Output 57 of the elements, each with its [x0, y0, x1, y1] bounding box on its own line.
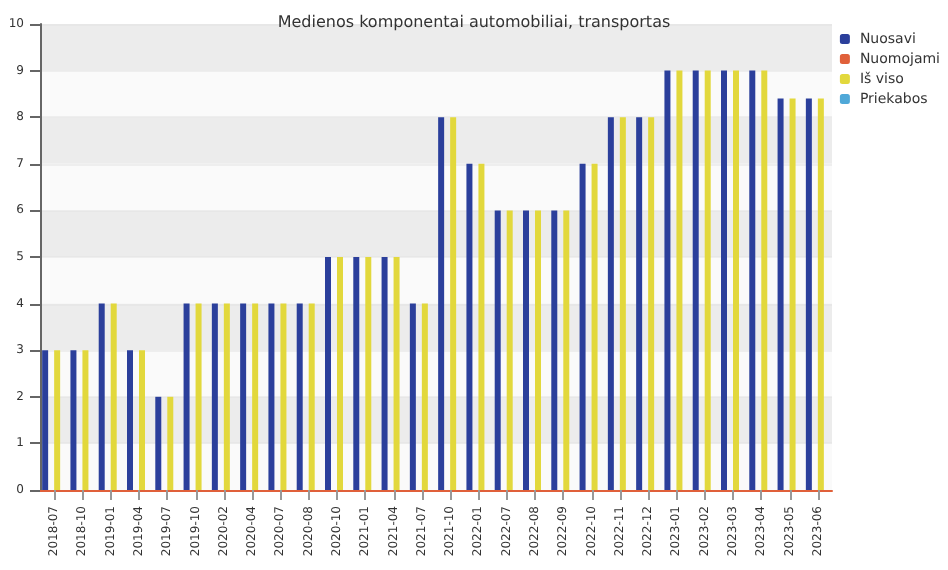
bar: [535, 210, 541, 490]
bar: [664, 70, 671, 490]
bar: [761, 70, 768, 490]
bar: [211, 303, 218, 490]
bar: [777, 98, 784, 490]
bar: [721, 70, 727, 490]
bar: [563, 210, 570, 490]
bar: [42, 350, 49, 490]
bar: [438, 117, 445, 490]
bar: [252, 303, 259, 490]
bar: [450, 117, 457, 490]
bar: [139, 350, 145, 490]
bar: [240, 303, 247, 490]
bar: [805, 98, 812, 490]
bar: [365, 257, 372, 490]
bar: [409, 303, 416, 490]
bar: [393, 257, 400, 490]
bar: [325, 257, 331, 490]
bar: [607, 117, 614, 490]
bar: [223, 303, 230, 490]
bar: [353, 257, 360, 490]
bar: [506, 210, 513, 490]
bar: [817, 98, 824, 490]
bar: [421, 303, 428, 490]
bar: [110, 303, 117, 490]
bar: [523, 210, 529, 490]
bar: [692, 70, 699, 490]
chart-title: Medienos komponentai automobiliai, transportas: [277, 13, 671, 31]
bar: [183, 303, 190, 490]
bar: [70, 350, 77, 490]
bar: [195, 303, 202, 490]
bar: [636, 117, 643, 490]
bar: [789, 98, 796, 490]
bar: [167, 396, 174, 490]
bar: [280, 303, 287, 490]
bar: [466, 163, 473, 490]
bar: [308, 303, 315, 490]
bar: [648, 117, 655, 490]
bar: [579, 163, 586, 490]
bar: [749, 70, 756, 490]
bar: [127, 350, 133, 490]
bar: [296, 303, 303, 490]
bar: [619, 117, 626, 490]
bar: [82, 350, 89, 490]
bar: [268, 303, 275, 490]
bar: [704, 70, 711, 490]
bar: [494, 210, 501, 490]
bar: [98, 303, 105, 490]
bar: [591, 163, 598, 490]
bar: [676, 70, 683, 490]
bar: [478, 163, 485, 490]
bar: [54, 350, 61, 490]
bar: [733, 70, 739, 490]
bar: [381, 257, 388, 490]
bar: [337, 257, 343, 490]
bar: [155, 396, 162, 490]
bar: [551, 210, 558, 490]
